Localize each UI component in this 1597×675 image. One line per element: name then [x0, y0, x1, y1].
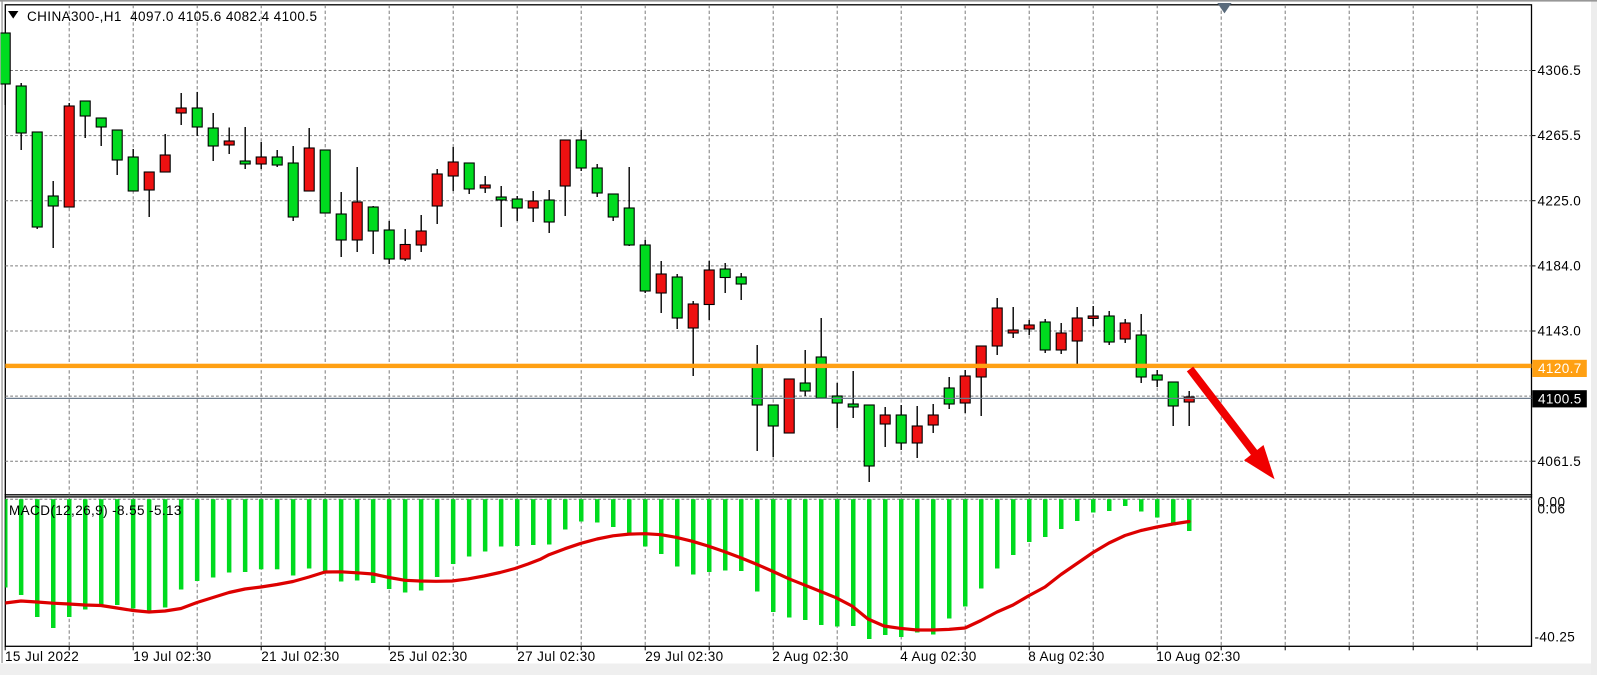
- svg-text:0.06: 0.06: [1538, 501, 1566, 516]
- svg-text:4306.5: 4306.5: [1538, 63, 1582, 78]
- svg-text:29 Jul 02:30: 29 Jul 02:30: [645, 649, 723, 664]
- svg-text:15 Jul 2022: 15 Jul 2022: [5, 649, 79, 664]
- svg-text:4265.5: 4265.5: [1538, 128, 1582, 143]
- svg-text:8 Aug 02:30: 8 Aug 02:30: [1028, 649, 1104, 664]
- svg-text:MACD(12,26,9) -8.55 -5.13: MACD(12,26,9) -8.55 -5.13: [9, 503, 182, 518]
- svg-text:0.00: 0.00: [1538, 494, 1566, 509]
- svg-text:25 Jul 02:30: 25 Jul 02:30: [389, 649, 467, 664]
- svg-text:4143.0: 4143.0: [1538, 324, 1582, 339]
- svg-text:4100.5: 4100.5: [1538, 391, 1582, 406]
- svg-text:-40.25: -40.25: [1535, 630, 1576, 645]
- svg-text:4225.0: 4225.0: [1538, 193, 1582, 208]
- svg-text:4061.5: 4061.5: [1538, 454, 1582, 469]
- svg-text:CHINA300-,H1 4097.0 4105.6 40: CHINA300-,H1 4097.0 4105.6 4082.4 4100.5: [27, 9, 317, 24]
- svg-text:27 Jul 02:30: 27 Jul 02:30: [517, 649, 595, 664]
- svg-text:4184.0: 4184.0: [1538, 259, 1582, 274]
- svg-text:4120.7: 4120.7: [1538, 361, 1582, 376]
- svg-text:10 Aug 02:30: 10 Aug 02:30: [1156, 649, 1240, 664]
- svg-text:21 Jul 02:30: 21 Jul 02:30: [261, 649, 339, 664]
- svg-text:19 Jul 02:30: 19 Jul 02:30: [133, 649, 211, 664]
- svg-text:2 Aug 02:30: 2 Aug 02:30: [772, 649, 848, 664]
- svg-text:4 Aug 02:30: 4 Aug 02:30: [900, 649, 976, 664]
